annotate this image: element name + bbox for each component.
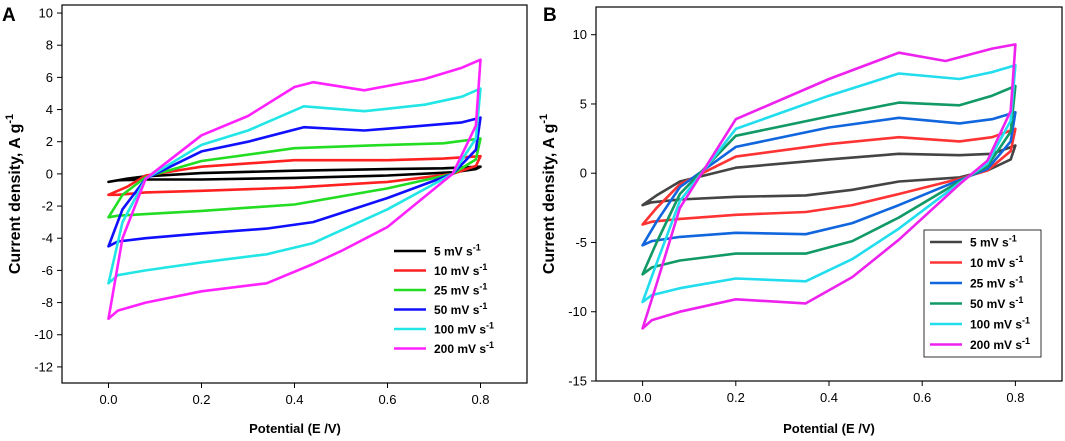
panel-a-ytick-label: -12	[34, 359, 53, 374]
panel-b-ylabel-text: Current density, A g	[541, 124, 558, 275]
panel-b-legend-label-5: 200 mV s-1	[970, 336, 1030, 352]
panel-b-legend-label-4: 100 mV s-1	[970, 316, 1030, 332]
panel-b-ytick-label: -10	[568, 304, 587, 319]
panel-a-ytick-label: 10	[39, 6, 53, 21]
panel-b-ylabel-sup: -1	[538, 114, 550, 124]
panel-a: A 0.0 0.2 0.4 0.6 0.8 -12 -10 -8 -6 -4 -2 0 2 4 6 8 10 P…	[2, 4, 528, 436]
panel-a-ytick-label: -4	[41, 231, 53, 246]
panel-a-ytick-label: 2	[46, 134, 53, 149]
panel-a-ylabel: Current density, A g-1	[4, 114, 24, 274]
panel-a-ylabel-text: Current density, A g	[7, 124, 24, 275]
panel-a-legend-label-4: 100 mV s-1	[434, 321, 494, 337]
panel-b-ytick-label: 0	[580, 166, 587, 181]
panel-a-legend-label-sup: -1	[486, 321, 494, 331]
panel-b-series-5	[641, 43, 1017, 330]
panel-b-legend-box	[923, 229, 1042, 358]
panel-b-legend-label-sup: -1	[1022, 336, 1030, 346]
panel-a-xlabel: Potential (E /V)	[249, 421, 341, 436]
panel-a-ytick-label: 0	[46, 166, 53, 181]
panel-b-ytick-label: -15	[568, 374, 587, 389]
panel-a-series-2	[107, 137, 482, 219]
panel-a-legend-label-0: 5 mV s-1	[434, 243, 481, 259]
panel-b-legend-label-sup: -1	[1015, 275, 1023, 285]
panel-a-legend-label-1: 10 mV s-1	[434, 262, 487, 278]
panel-a-ylabel-sup: -1	[4, 114, 16, 124]
panel-b-series	[641, 43, 1017, 330]
panel-a-ytick-label: 6	[46, 70, 53, 85]
panel-a-legend-label-sup: -1	[479, 282, 487, 292]
panel-a-ytick-label: -8	[41, 295, 53, 310]
panel-a-series-4	[107, 87, 482, 285]
panel-b-series-0	[641, 144, 1017, 207]
panel-b-legend-label-0: 5 mV s-1	[970, 234, 1017, 250]
panel-b-ytick-label: -5	[575, 235, 587, 250]
panel-a-xtick-label: 0.6	[378, 392, 396, 407]
panel-a-series-0	[107, 165, 482, 184]
panel-b-ylabel: Current density, A g-1	[538, 114, 558, 274]
panel-b-legend-label-3: 50 mV s-1	[970, 295, 1023, 311]
panel-b-series-4	[641, 63, 1017, 304]
panel-a-xtick-label: 0.8	[471, 392, 489, 407]
panel-a-axes: 0.0 0.2 0.4 0.6 0.8 -12 -10 -8 -6 -4 -2 0 2 4 6 8 10	[34, 6, 489, 407]
panel-b-axes: 0.0 0.2 0.4 0.6 0.8 -15 -10 -5 0 5 10	[568, 27, 1024, 405]
panel-b-xtick-label: 0.2	[727, 390, 745, 405]
panel-b-legend-label-sup: -1	[1022, 316, 1030, 326]
panel-a-series-3	[107, 116, 482, 248]
panel-a-series	[107, 58, 482, 321]
panel-b-legend-label-sup: -1	[1009, 234, 1017, 244]
panel-a-series-1	[107, 154, 482, 197]
panel-b-legend-label-1: 10 mV s-1	[970, 254, 1023, 270]
panel-b: B 0.0 0.2 0.4 0.6 0.8 -15 -10 -5 0 5 10 Potential …	[538, 5, 1063, 436]
panel-a-ytick-label: -2	[41, 199, 53, 214]
panel-b-legend-label-2: 25 mV s-1	[970, 275, 1023, 291]
panel-a-xtick-label: 0.2	[192, 392, 210, 407]
panel-b-xtick-label: 0.6	[913, 390, 931, 405]
panel-a-legend: 5 mV s-1 10 mV s-1 25 mV s-1 50 mV s-1 100 m…	[394, 243, 494, 356]
panel-a-legend-label-5: 200 mV s-1	[434, 340, 494, 356]
panel-b-series-2	[641, 111, 1017, 247]
panel-a-legend-label-sup: -1	[479, 301, 487, 311]
panel-a-ytick-label: 8	[46, 38, 53, 53]
panel-a-letter: A	[2, 5, 16, 26]
panel-a-legend-label-3: 50 mV s-1	[434, 301, 487, 317]
panel-b-legend-label-sup: -1	[1015, 254, 1023, 264]
panel-b-xtick-label: 0.4	[820, 390, 838, 405]
panel-a-series-5	[107, 58, 482, 321]
panel-b-ytick-label: 10	[573, 27, 587, 42]
panel-a-legend-label-sup: -1	[473, 243, 481, 253]
panel-b-series-1	[641, 127, 1017, 226]
panel-a-ytick-label: 4	[46, 102, 53, 117]
panel-b-xtick-label: 0.0	[634, 390, 652, 405]
panel-b-xlabel: Potential (E /V)	[783, 421, 875, 436]
panel-b-legend: 5 mV s-1 10 mV s-1 25 mV s-1 50 mV s-1 100 m…	[923, 229, 1042, 358]
panel-b-xtick-label: 0.8	[1006, 390, 1024, 405]
panel-b-ytick-label: 5	[580, 96, 587, 111]
panel-a-ytick-label: -10	[34, 327, 53, 342]
panel-a-xtick-label: 0.4	[285, 392, 303, 407]
panel-b-letter: B	[543, 5, 557, 26]
panel-b-series-3	[641, 84, 1017, 276]
panel-a-ytick-label: -6	[41, 263, 53, 278]
panel-a-xtick-label: 0.0	[99, 392, 117, 407]
panel-a-legend-label-2: 25 mV s-1	[434, 282, 487, 298]
panel-a-legend-label-sup: -1	[486, 340, 494, 350]
panel-b-legend-label-sup: -1	[1015, 295, 1023, 305]
panel-a-legend-label-sup: -1	[479, 262, 487, 272]
